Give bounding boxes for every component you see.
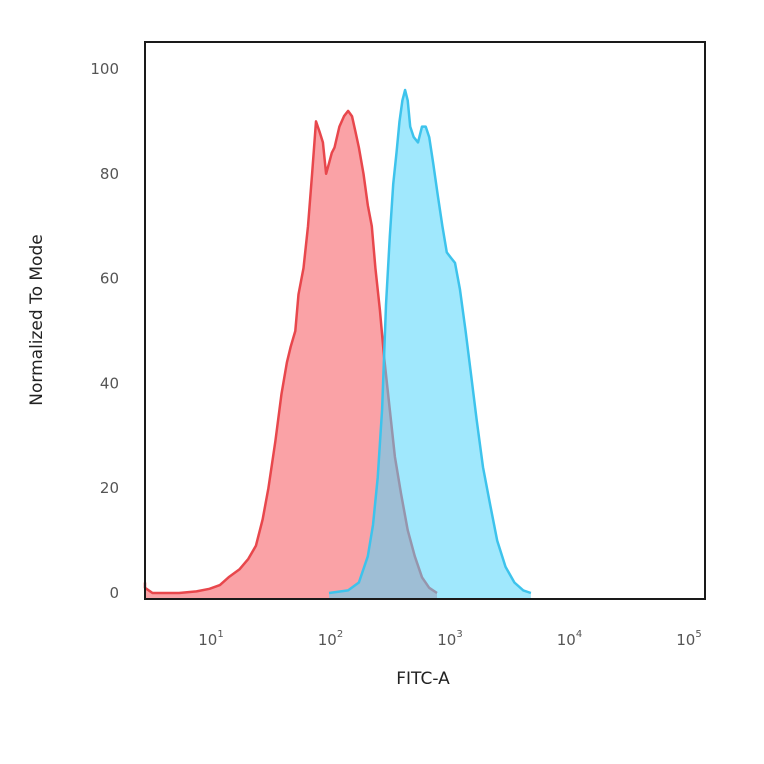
series-layer bbox=[143, 88, 532, 600]
y-tick-labels: 0 20 40 60 80 100 bbox=[90, 60, 119, 602]
series-2-line bbox=[328, 88, 532, 595]
series-1-area bbox=[145, 110, 437, 600]
y-tick-label: 100 bbox=[90, 60, 119, 78]
x-tick-label: 103 bbox=[437, 629, 462, 649]
x-tick-labels: 101 102 103 104 105 bbox=[198, 629, 701, 649]
y-tick-label: 0 bbox=[109, 584, 119, 602]
y-tick-label: 40 bbox=[100, 374, 119, 392]
series-2-area bbox=[329, 90, 531, 599]
y-tick-label: 80 bbox=[100, 165, 119, 183]
x-tick-label: 101 bbox=[198, 629, 223, 649]
x-tick-label: 102 bbox=[318, 629, 343, 649]
y-axis-title: Normalized To Mode bbox=[27, 234, 47, 405]
plot-frame bbox=[144, 41, 706, 600]
x-axis-title: FITC-A bbox=[396, 669, 450, 689]
y-tick-label: 20 bbox=[100, 479, 119, 497]
y-tick-label: 60 bbox=[100, 270, 119, 288]
x-tick-label: 104 bbox=[557, 629, 582, 649]
x-tick-label: 105 bbox=[676, 629, 701, 649]
